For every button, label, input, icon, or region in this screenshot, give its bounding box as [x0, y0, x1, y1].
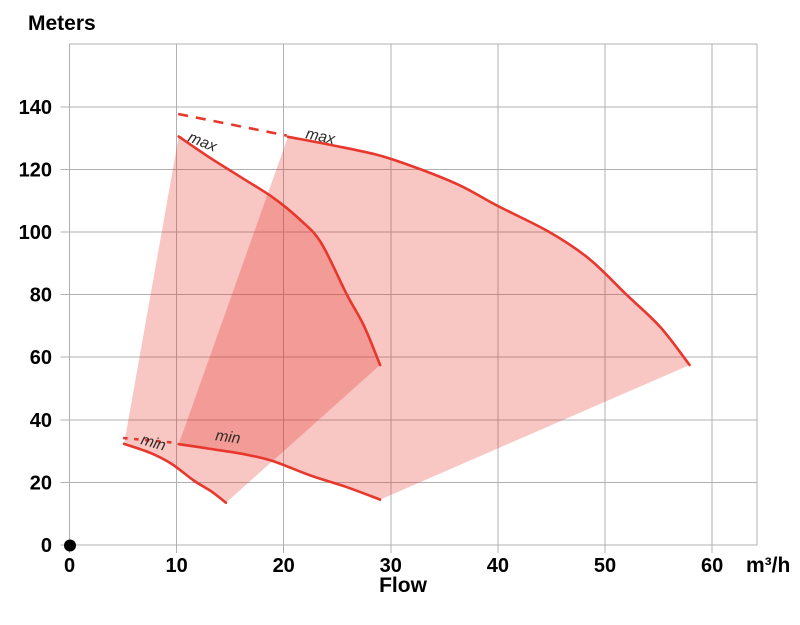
- x-tick-label-60: 60: [701, 555, 723, 577]
- y-axis-title: Meters: [28, 12, 96, 35]
- x-tick-label-50: 50: [594, 555, 616, 577]
- dashed-extension-layer: [122, 112, 288, 445]
- curve-label-min-large: min: [214, 427, 241, 447]
- y-tick-label-0: 0: [41, 535, 52, 557]
- y-tick-label-40: 40: [30, 410, 52, 432]
- origin-dot: [64, 539, 76, 552]
- grid-layer: [60, 43, 758, 553]
- y-tick-label-60: 60: [30, 347, 52, 369]
- y-tick-label-80: 80: [30, 285, 52, 307]
- small-pump-envelope-min-curve: [122, 442, 228, 504]
- y-tick-label-140: 140: [19, 97, 52, 119]
- min-curve-extension: [122, 436, 178, 445]
- large-pump-envelope-max-curve: [286, 135, 691, 367]
- small-pump-envelope-region: [124, 136, 381, 503]
- x-tick-label-20: 20: [273, 555, 295, 577]
- origin-marker-layer: [64, 539, 76, 552]
- curve-label-max-large: max: [304, 125, 337, 148]
- x-tick-label-40: 40: [487, 555, 509, 577]
- envelope-fill-layer: [124, 136, 690, 503]
- curve-layer: [122, 135, 691, 504]
- x-tick-label-0: 0: [64, 555, 75, 577]
- small-pump-envelope-max-curve: [177, 135, 382, 367]
- tick-label-layer: 0 20 40 60 80 100 120 140 0 10 20 30 40 50 60: [19, 97, 724, 577]
- x-tick-label-30: 30: [380, 555, 402, 577]
- x-axis-title: Flow: [379, 574, 427, 597]
- x-tick-label-10: 10: [165, 555, 187, 577]
- x-axis-unit: m³/h: [746, 554, 790, 577]
- y-tick-label-100: 100: [19, 222, 52, 244]
- curve-label-min-small: min: [139, 431, 168, 454]
- large-pump-envelope-region: [178, 136, 690, 500]
- large-pump-envelope-min-curve: [177, 442, 382, 501]
- y-tick-label-20: 20: [30, 472, 52, 494]
- y-tick-label-120: 120: [19, 159, 52, 181]
- max-curve-extension: [177, 112, 288, 137]
